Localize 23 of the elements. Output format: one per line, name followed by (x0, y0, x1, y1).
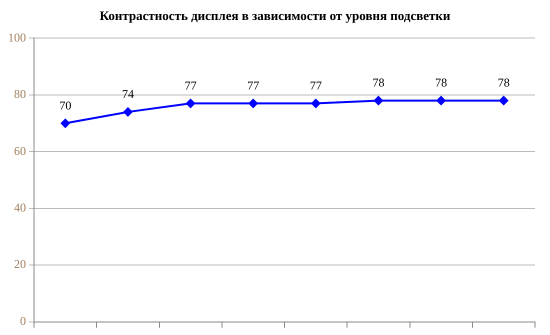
point (248, 98, 258, 108)
data-label: 78 (435, 76, 448, 90)
data-label: 78 (498, 76, 510, 90)
data-label: 77 (184, 78, 197, 92)
point (186, 98, 196, 108)
y-tick-label: 80 (14, 87, 26, 102)
point (311, 98, 320, 108)
point (499, 96, 508, 106)
y-tick-label: 40 (14, 200, 26, 215)
point (123, 107, 132, 116)
chart-title: Контрастность дисплея в зависимости от уровня подсветки (98, 8, 452, 24)
y-tick-label: 0 (20, 314, 26, 328)
data-label: 77 (310, 78, 322, 92)
data-label: 74 (122, 86, 134, 101)
point (436, 96, 446, 106)
data-label: 70 (59, 98, 72, 112)
point (374, 96, 383, 106)
y-tick-label: 20 (14, 257, 26, 272)
y-tick-label: 100 (8, 30, 26, 44)
y-tick-label: 60 (14, 144, 26, 158)
point (60, 118, 70, 128)
data-label: 77 (247, 78, 260, 92)
data-label: 78 (372, 76, 384, 90)
